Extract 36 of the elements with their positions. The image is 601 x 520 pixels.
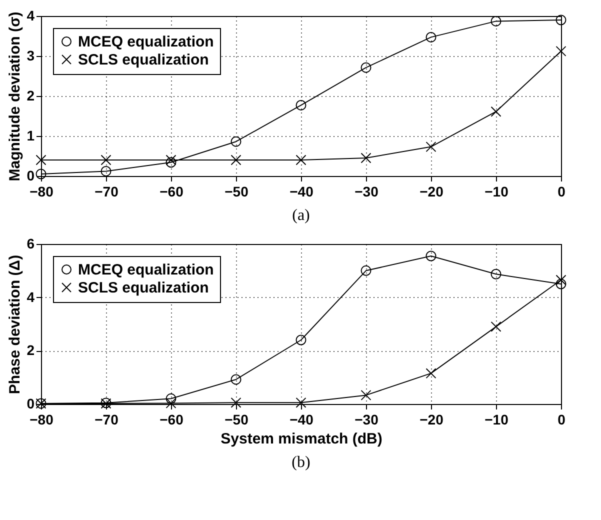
y-tick-label: 2 [26, 88, 35, 104]
x-tick-label: −60 [160, 184, 184, 200]
x-tick-label: −60 [160, 412, 184, 428]
text: (b) [292, 454, 310, 471]
y-tick-label: 4 [26, 288, 35, 305]
x-tick-label: −40 [290, 412, 314, 428]
y-tick-label: 0 [26, 396, 35, 412]
legend-label: MCEQ equalization [78, 34, 214, 50]
x-tick-label: −80 [30, 184, 54, 200]
x-tick-label: −20 [420, 184, 444, 200]
x-tick-label: −40 [290, 184, 314, 200]
x-tick-label: 0 [558, 412, 566, 428]
y-tick-label: 3 [26, 48, 35, 64]
x-axis-title: System mismatch (dB) [220, 430, 382, 448]
x-tick-label: 0 [558, 184, 566, 200]
y-tick-label: 0 [26, 168, 35, 184]
x-tick-label: −30 [354, 412, 379, 428]
x-tick-label: −70 [94, 184, 119, 200]
y-axis-title: Phase deviation (Δ) [6, 254, 24, 394]
x-tick-label: −50 [224, 184, 249, 200]
legend-label: MCEQ equalization [78, 262, 214, 278]
x-tick-label: −10 [484, 184, 509, 200]
y-tick-label: 1 [26, 128, 35, 144]
x-tick-label: −10 [484, 412, 509, 428]
x-tick-label: −30 [354, 184, 379, 200]
x-tick-label: −70 [94, 412, 119, 428]
legend-label: SCLS equalization [78, 280, 209, 296]
legend-label: SCLS equalization [78, 52, 209, 68]
x-tick-label: −80 [30, 412, 54, 428]
text: (a) [292, 207, 310, 224]
x-tick-label: −50 [224, 412, 249, 428]
x-tick-label: −20 [420, 412, 444, 428]
y-axis-title: Magnitude deviation (σ) [6, 12, 24, 182]
y-tick-label: 4 [26, 8, 35, 24]
y-tick-label: 6 [26, 236, 35, 252]
y-tick-label: 2 [26, 342, 35, 358]
